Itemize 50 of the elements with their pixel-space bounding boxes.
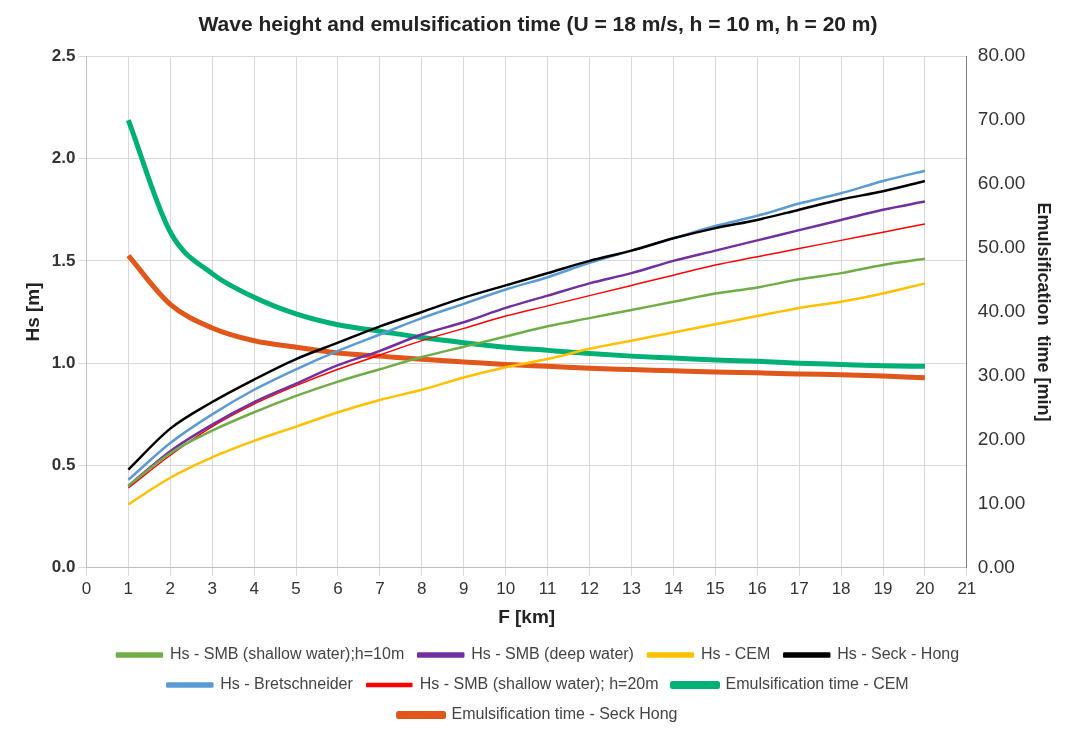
- x-tick-label: 20: [915, 578, 935, 598]
- y2-tick-label: 0.00: [977, 556, 1015, 578]
- y-axis-title: Hs [m]: [21, 282, 43, 342]
- y-tick-label: 1.5: [51, 250, 76, 270]
- x-tick-label: 4: [249, 578, 259, 598]
- y2-tick-label: 20.00: [977, 428, 1026, 450]
- x-tick-label: 15: [705, 578, 725, 598]
- x-tick-label: 6: [333, 578, 343, 598]
- x-axis-title: F [km]: [498, 605, 556, 627]
- x-tick-label: 19: [873, 578, 893, 598]
- x-tick-label: 10: [496, 578, 516, 598]
- x-tick-label: 17: [789, 578, 809, 598]
- x-tick-label: 1: [123, 578, 134, 598]
- x-tick-label: 3: [207, 578, 217, 598]
- x-tick-label: 9: [459, 578, 469, 598]
- y-tick-label: 0.0: [51, 557, 76, 577]
- x-tick-label: 14: [663, 578, 683, 598]
- x-tick-label: 7: [375, 578, 385, 598]
- x-tick-label: 13: [621, 578, 641, 598]
- y2-tick-label: 70.00: [977, 108, 1026, 130]
- y2-tick-label: 40.00: [977, 300, 1026, 322]
- chart-title: Wave height and emulsification time (U = 18 m/s, h = 10 m, h = 20 m): [198, 12, 878, 36]
- legend-label: Hs - CEM: [700, 645, 771, 663]
- x-tick-label: 8: [417, 578, 427, 598]
- legend-label: Emulsification time - CEM: [725, 675, 909, 693]
- x-tick-label: 16: [747, 578, 767, 598]
- x-tick-label: 12: [580, 578, 599, 598]
- x-tick-label: 0: [81, 578, 92, 598]
- y-tick-label: 1.0: [51, 352, 76, 372]
- y2-tick-label: 10.00: [977, 492, 1026, 514]
- legend-label: Hs - SMB (deep water): [471, 645, 634, 663]
- y-tick-label: 2.0: [51, 148, 76, 168]
- y2-tick-label: 50.00: [977, 236, 1026, 258]
- x-tick-label: 5: [291, 578, 301, 598]
- x-tick-label: 2: [165, 578, 176, 598]
- legend-label: Emulsification time - Seck Hong: [451, 705, 678, 723]
- y2-axis-title: Emulsification time [min]: [1034, 202, 1055, 422]
- legend-label: Hs - Bretschneider: [220, 675, 354, 693]
- x-tick-label: 18: [831, 578, 851, 598]
- x-tick-label: 21: [957, 578, 977, 598]
- y2-tick-label: 60.00: [977, 172, 1026, 194]
- y-tick-label: 2.5: [51, 45, 76, 65]
- legend-label: Hs - Seck - Hong: [837, 645, 960, 663]
- y2-tick-label: 30.00: [977, 364, 1026, 386]
- x-tick-label: 11: [538, 578, 557, 598]
- y2-tick-label: 80.00: [977, 44, 1026, 66]
- y-tick-label: 0.5: [51, 455, 76, 475]
- legend-label: Hs - SMB (shallow water);h=10m: [169, 645, 405, 663]
- legend-label: Hs - SMB (shallow water); h=20m: [419, 675, 659, 693]
- line-series: [127, 282, 927, 506]
